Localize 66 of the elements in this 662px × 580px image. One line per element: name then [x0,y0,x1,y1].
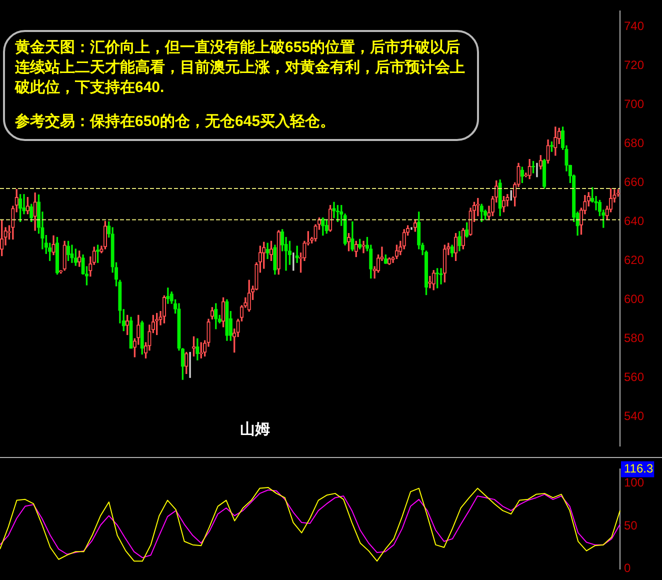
candlestick [70,244,74,263]
candlestick [26,196,30,214]
candlestick [432,270,436,290]
candlestick [354,240,358,258]
candlestick [247,280,251,312]
candlestick [273,244,277,275]
annotation: 黄金天图：汇价向上，但一直没有能上破655的位置，后市升破以后连续站上二天才能高看，目前澳元上涨，对黄金有利，后市预计会上破此位，下支持在640. [15,38,466,98]
y-tick-label: 0 [624,561,631,576]
annotation: 参考交易：保持在650的仓，无仓645买入轻仓。 [15,112,336,132]
candlestick [388,257,392,265]
candlestick [184,352,188,374]
candlestick [428,276,432,288]
candlestick [332,202,336,218]
y-tick-label: 660 [624,175,644,190]
candlestick [78,250,82,267]
candlestick [18,194,22,222]
candlestick [30,204,34,222]
candlestick [262,242,266,269]
candlestick [52,235,56,256]
candlestick [266,242,270,260]
y-tick-label: 560 [624,370,644,384]
candlestick [66,240,70,261]
candlestick [129,316,133,349]
y-tick-label: 620 [624,252,644,267]
candlestick [225,299,229,341]
annotation: 山姆 [240,420,270,439]
candlestick [520,166,524,184]
candlestick [210,307,214,320]
y-tick-label: 600 [624,292,644,306]
candlestick [276,230,280,275]
y-tick-label: 640 [624,214,644,228]
y-tick-label: 700 [624,97,644,112]
candlestick [269,240,274,261]
y-tick-label: 580 [624,330,644,345]
candlestick [74,248,78,266]
y-tick-label: 680 [624,136,644,150]
candlestick [435,268,440,288]
candlestick [550,141,554,152]
y-tick-label: 100 [624,475,644,490]
y-tick-label: 50 [624,518,638,532]
y-tick-label: 116.3 [624,462,654,476]
candlestick [528,158,532,180]
candlestick [394,244,399,260]
candlestick [136,314,140,345]
candlestick [542,158,546,189]
candlestick [103,220,108,250]
candlestick [346,233,351,252]
candlestick [192,336,196,356]
candlestick [461,228,465,250]
candlestick [33,192,37,231]
candlestick [546,139,550,164]
y-tick-label: 740 [624,19,644,34]
candlestick [62,240,66,271]
y-tick-label: 720 [624,58,644,72]
candlestick [295,246,299,263]
y-tick-label: 540 [624,408,644,423]
candlestick [498,179,502,216]
candlestick [454,233,458,261]
candlestick [458,231,462,252]
candlestick [413,219,418,232]
candlestick [362,240,366,254]
candlestick [450,244,454,258]
candlestick [55,236,60,275]
candlestick [538,155,542,170]
candlestick [442,244,447,282]
candlestick [439,268,443,284]
